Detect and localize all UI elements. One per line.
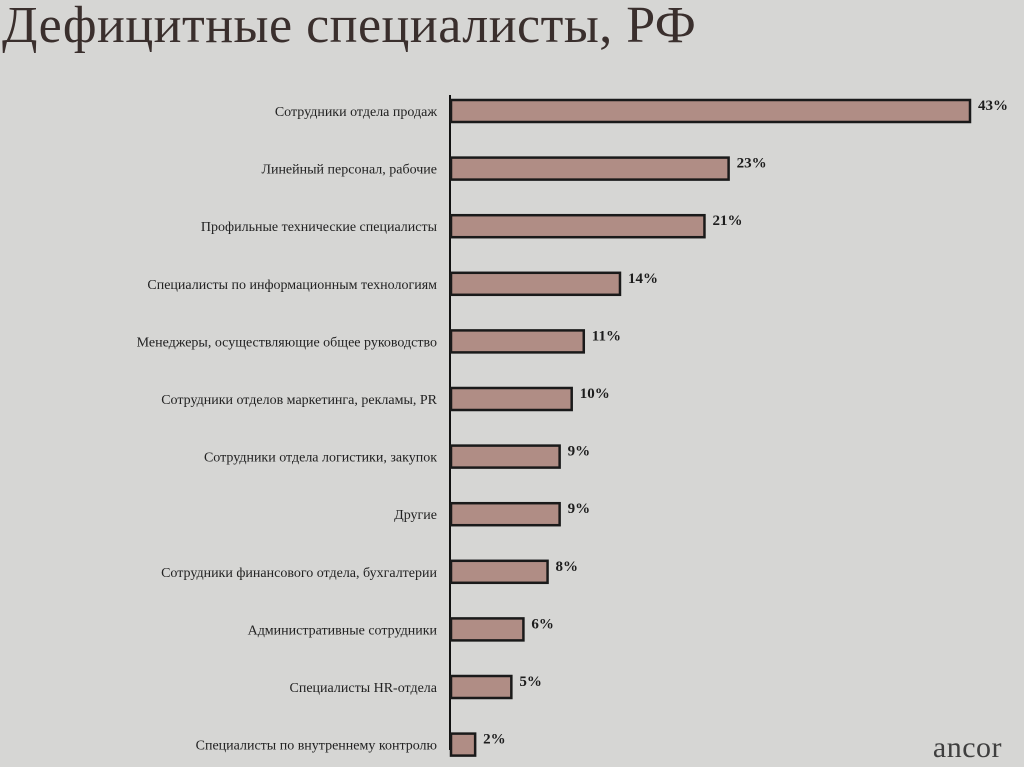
value-label: 11% [592, 328, 621, 344]
category-label: Линейный персонал, рабочие [261, 163, 437, 178]
category-label: Менеджеры, осуществляющие общее руководс… [137, 335, 437, 350]
value-label: 9% [568, 501, 591, 517]
category-label: Специалисты по внутреннему контролю [196, 739, 437, 754]
bar [449, 329, 586, 354]
category-label: Административные сотрудники [248, 623, 438, 638]
category-label: Сотрудники отделов маркетинга, рекламы, … [161, 393, 437, 408]
category-label: Сотрудники финансового отдела, бухгалтер… [161, 566, 437, 581]
ancor-logo: ancor [932, 731, 1002, 764]
bar [449, 98, 972, 124]
bar [449, 271, 622, 297]
bar [449, 617, 525, 642]
bar [449, 674, 513, 700]
bar [449, 559, 549, 585]
bar [449, 501, 561, 527]
value-label: 8% [556, 559, 579, 575]
chart-title: Дефицитные специалисты, РФ [2, 0, 697, 54]
value-label: 9% [568, 444, 591, 460]
category-label: Специалисты по информационным технология… [147, 278, 437, 293]
value-label: 10% [580, 386, 610, 402]
category-label: Другие [394, 508, 437, 523]
category-label: Сотрудники отдела продаж [275, 105, 437, 120]
bar [449, 156, 730, 181]
category-label: Специалисты HR-отдела [290, 681, 438, 696]
bar [449, 213, 706, 239]
value-label: 2% [483, 732, 506, 748]
value-label: 43% [978, 98, 1008, 114]
value-label: 21% [712, 213, 742, 229]
value-label: 6% [531, 616, 554, 632]
bar [449, 444, 561, 469]
value-label: 5% [519, 674, 542, 690]
bar [449, 732, 477, 757]
bars-group: Сотрудники отдела продаж 43% Линейный перс… [137, 98, 1008, 757]
value-label: 23% [737, 156, 767, 172]
category-label: Профильные технические специалисты [201, 220, 438, 235]
value-label: 14% [628, 271, 658, 287]
category-label: Сотрудники отдела логистики, закупок [204, 451, 437, 466]
bar [449, 386, 573, 412]
